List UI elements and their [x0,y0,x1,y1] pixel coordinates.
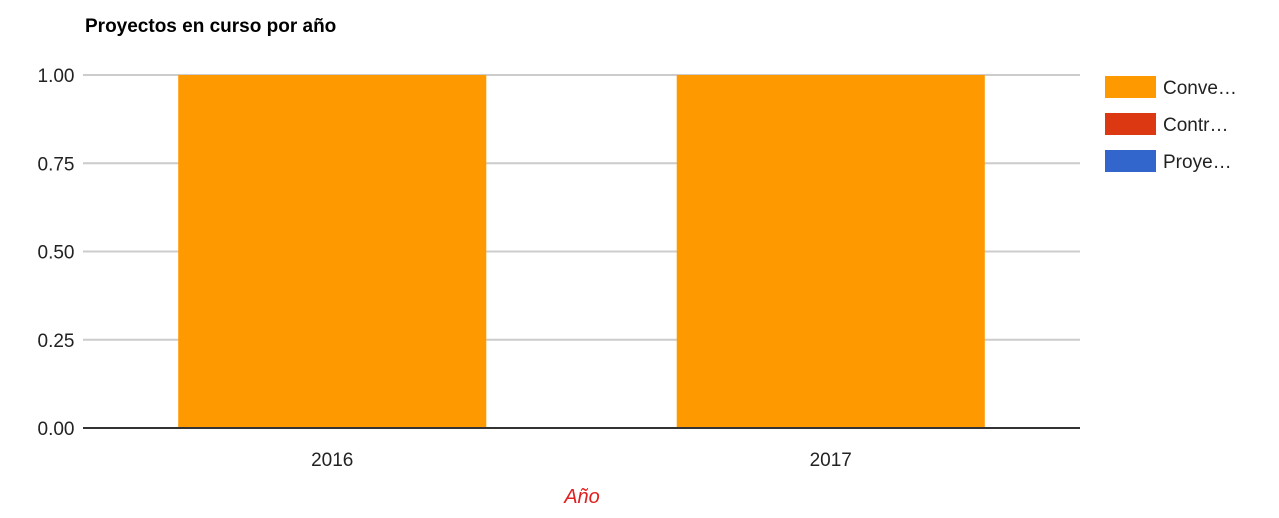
bar [178,75,487,428]
y-tick-label: 0.75 [38,154,75,175]
x-axis-label: Año [563,486,600,508]
legend-swatch [1105,113,1156,135]
x-tick-label: 2016 [311,450,353,471]
legend-label: Conve… [1163,78,1237,99]
bar [676,75,985,428]
legend-swatch [1105,76,1156,98]
y-tick-label: 0.25 [38,331,75,352]
x-tick-label: 2017 [810,450,852,471]
y-tick-label: 0.00 [38,419,75,440]
legend: Conve… Contr… Proye… [1105,76,1237,173]
legend-label: Proye… [1163,152,1232,173]
legend-swatch [1105,150,1156,172]
chart-title: Proyectos en curso por año [85,16,336,37]
y-tick-label: 1.00 [38,66,75,87]
y-tick-label: 0.50 [38,243,75,264]
x-axis-ticks: 2016 2017 [311,450,852,471]
bars [178,75,985,428]
legend-label: Contr… [1163,115,1228,136]
y-axis-ticks: 0.00 0.25 0.50 0.75 1.00 [38,66,75,440]
